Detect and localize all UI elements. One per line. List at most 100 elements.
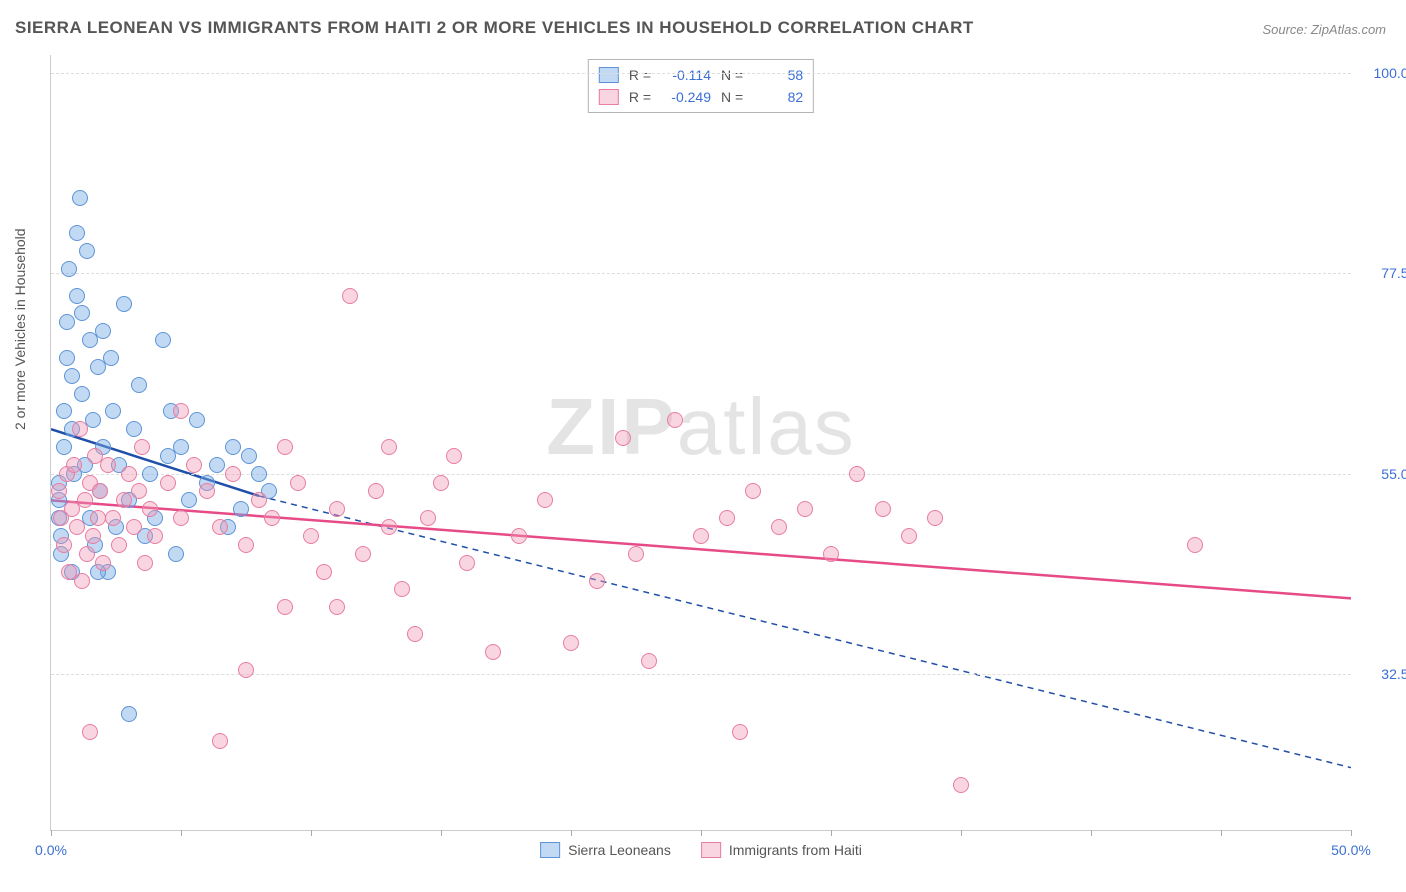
legend-item-series-1: Immigrants from Haiti	[701, 842, 862, 858]
x-tick	[51, 830, 52, 836]
data-point-series-0	[56, 403, 72, 419]
x-tick-label: 0.0%	[35, 842, 67, 858]
data-point-series-0	[69, 225, 85, 241]
data-point-series-1	[85, 528, 101, 544]
chart-title: SIERRA LEONEAN VS IMMIGRANTS FROM HAITI …	[15, 18, 974, 38]
data-point-series-0	[131, 377, 147, 393]
data-point-series-0	[233, 501, 249, 517]
watermark-zip: ZIP	[546, 382, 676, 471]
legend-series-name-1: Immigrants from Haiti	[729, 842, 862, 858]
data-point-series-1	[797, 501, 813, 517]
source-attribution: Source: ZipAtlas.com	[1262, 22, 1386, 37]
swatch-series-1	[599, 89, 619, 105]
x-tick	[831, 830, 832, 836]
data-point-series-1	[420, 510, 436, 526]
data-point-series-0	[241, 448, 257, 464]
chart-container: SIERRA LEONEAN VS IMMIGRANTS FROM HAITI …	[0, 0, 1406, 892]
data-point-series-1	[79, 546, 95, 562]
data-point-series-1	[771, 519, 787, 535]
data-point-series-0	[59, 350, 75, 366]
x-tick	[701, 830, 702, 836]
data-point-series-1	[56, 537, 72, 553]
data-point-series-1	[381, 439, 397, 455]
legend-row-series-0: R = -0.114 N = 58	[599, 64, 803, 86]
data-point-series-0	[251, 466, 267, 482]
data-point-series-1	[264, 510, 280, 526]
y-tick-label: 100.0%	[1361, 65, 1406, 81]
data-point-series-0	[189, 412, 205, 428]
data-point-series-1	[105, 510, 121, 526]
data-point-series-1	[693, 528, 709, 544]
legend-r-label: R =	[629, 67, 651, 83]
data-point-series-1	[199, 483, 215, 499]
data-point-series-0	[79, 243, 95, 259]
data-point-series-1	[82, 724, 98, 740]
data-point-series-0	[181, 492, 197, 508]
data-point-series-1	[316, 564, 332, 580]
data-point-series-1	[511, 528, 527, 544]
data-point-series-1	[173, 510, 189, 526]
data-point-series-1	[90, 510, 106, 526]
x-tick	[961, 830, 962, 836]
grid-line	[51, 73, 1351, 74]
data-point-series-1	[589, 573, 605, 589]
series-legend: Sierra Leoneans Immigrants from Haiti	[540, 842, 862, 858]
data-point-series-0	[103, 350, 119, 366]
y-tick-label: 55.0%	[1361, 466, 1406, 482]
data-point-series-1	[147, 528, 163, 544]
data-point-series-0	[209, 457, 225, 473]
data-point-series-1	[667, 412, 683, 428]
x-tick	[181, 830, 182, 836]
swatch-series-0	[599, 67, 619, 83]
data-point-series-0	[72, 190, 88, 206]
data-point-series-0	[173, 439, 189, 455]
data-point-series-1	[77, 492, 93, 508]
data-point-series-0	[69, 288, 85, 304]
data-point-series-0	[121, 706, 137, 722]
data-point-series-1	[342, 288, 358, 304]
data-point-series-1	[745, 483, 761, 499]
data-point-series-0	[56, 439, 72, 455]
legend-n-label: N =	[721, 67, 743, 83]
data-point-series-1	[131, 483, 147, 499]
data-point-series-1	[238, 537, 254, 553]
watermark: ZIPatlas	[546, 381, 855, 473]
data-point-series-0	[74, 386, 90, 402]
data-point-series-0	[74, 305, 90, 321]
data-point-series-1	[277, 439, 293, 455]
data-point-series-1	[277, 599, 293, 615]
data-point-series-1	[394, 581, 410, 597]
data-point-series-1	[823, 546, 839, 562]
data-point-series-1	[927, 510, 943, 526]
legend-n-label: N =	[721, 89, 743, 105]
legend-n-value-1: 82	[753, 89, 803, 105]
data-point-series-1	[719, 510, 735, 526]
y-tick-label: 77.5%	[1361, 265, 1406, 281]
data-point-series-1	[95, 555, 111, 571]
data-point-series-0	[142, 466, 158, 482]
data-point-series-1	[290, 475, 306, 491]
watermark-atlas: atlas	[677, 382, 856, 471]
legend-series-name-0: Sierra Leoneans	[568, 842, 671, 858]
data-point-series-0	[155, 332, 171, 348]
data-point-series-1	[875, 501, 891, 517]
legend-r-value-1: -0.249	[661, 89, 711, 105]
data-point-series-1	[238, 662, 254, 678]
data-point-series-0	[64, 368, 80, 384]
legend-row-series-1: R = -0.249 N = 82	[599, 86, 803, 108]
data-point-series-0	[168, 546, 184, 562]
data-point-series-1	[1187, 537, 1203, 553]
data-point-series-1	[225, 466, 241, 482]
data-point-series-1	[173, 403, 189, 419]
data-point-series-1	[537, 492, 553, 508]
data-point-series-1	[329, 501, 345, 517]
legend-r-value-0: -0.114	[661, 67, 711, 83]
data-point-series-0	[95, 323, 111, 339]
data-point-series-0	[105, 403, 121, 419]
legend-r-label: R =	[629, 89, 651, 105]
data-point-series-1	[100, 457, 116, 473]
data-point-series-0	[225, 439, 241, 455]
data-point-series-1	[186, 457, 202, 473]
x-tick	[1091, 830, 1092, 836]
data-point-series-1	[116, 492, 132, 508]
